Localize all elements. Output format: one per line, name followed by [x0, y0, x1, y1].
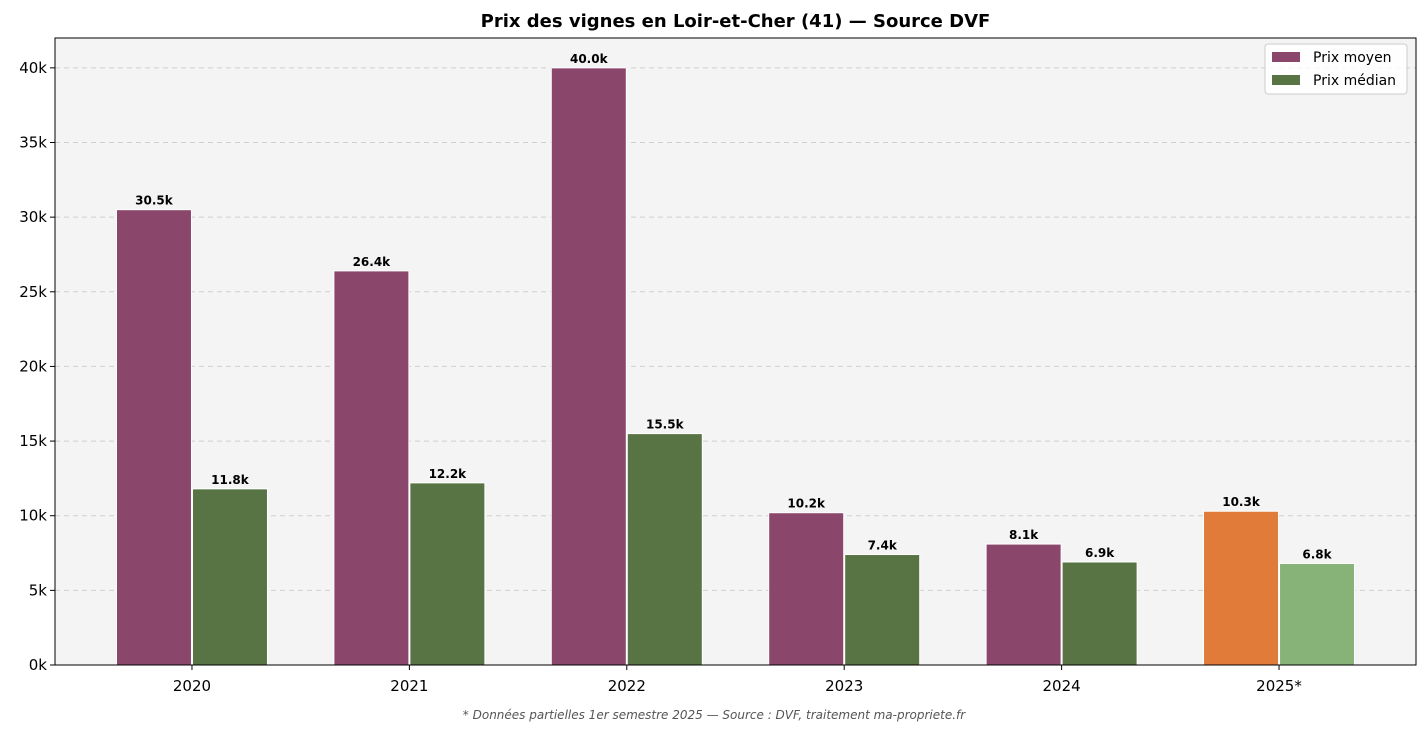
data-label: 10.2k: [787, 497, 826, 511]
data-label: 6.8k: [1302, 547, 1332, 561]
footnote: * Données partielles 1er semestre 2025 —…: [463, 708, 966, 722]
data-label: 26.4k: [353, 255, 392, 269]
data-label: 6.9k: [1085, 546, 1115, 560]
bar-median: [844, 554, 921, 666]
bar-mean: [768, 512, 845, 666]
bar-mean: [550, 67, 627, 666]
chart-title: Prix des vignes en Loir-et-Cher (41) — S…: [481, 11, 991, 32]
legend-swatch: [1272, 52, 1300, 62]
y-tick-label: 5k: [29, 581, 48, 599]
x-tick-label: 2021: [390, 677, 428, 695]
data-label: 7.4k: [868, 539, 898, 553]
bar-median: [1279, 562, 1356, 666]
x-tick-label: 2025*: [1256, 677, 1302, 695]
y-tick-label: 40k: [19, 59, 47, 77]
data-label: 40.0k: [570, 52, 609, 66]
legend: [1264, 43, 1408, 95]
y-tick-label: 30k: [19, 208, 47, 226]
y-tick-label: 10k: [19, 507, 47, 525]
data-label: 10.3k: [1222, 495, 1261, 509]
legend-label: Prix médian: [1313, 73, 1396, 89]
bar-median: [409, 482, 486, 666]
data-label: 11.8k: [211, 473, 250, 487]
legend-swatch: [1272, 75, 1300, 85]
x-tick-label: 2023: [825, 677, 863, 695]
data-label: 8.1k: [1009, 528, 1039, 542]
bar-median: [191, 488, 268, 666]
data-label: 30.5k: [135, 194, 174, 208]
bar-mean: [985, 543, 1062, 666]
data-label: 12.2k: [429, 467, 468, 481]
legend-label: Prix moyen: [1313, 50, 1392, 66]
y-tick-label: 25k: [19, 283, 47, 301]
plot-frame: [54, 37, 1417, 666]
x-tick-label: 2022: [608, 677, 646, 695]
bar-mean: [115, 209, 192, 666]
y-tick-label: 0k: [29, 656, 48, 674]
bar-mean: [1203, 510, 1280, 666]
x-tick-label: 2020: [173, 677, 211, 695]
bar-median: [626, 433, 703, 666]
y-tick-label: 20k: [19, 357, 47, 375]
y-tick-label: 15k: [19, 432, 47, 450]
x-tick-label: 2024: [1043, 677, 1081, 695]
data-label: 15.5k: [646, 418, 685, 432]
bar-median: [1061, 561, 1138, 666]
y-tick-label: 35k: [19, 134, 47, 152]
bar-mean: [333, 270, 410, 666]
